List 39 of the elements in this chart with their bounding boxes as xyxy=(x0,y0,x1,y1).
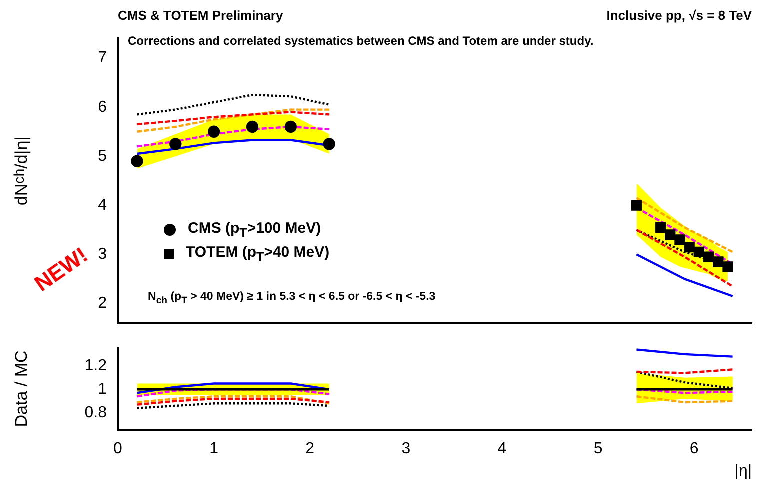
point xyxy=(170,138,182,150)
point xyxy=(665,230,676,240)
y-tick-label: 2 xyxy=(98,295,108,312)
point xyxy=(284,120,298,134)
x-tick-label: 4 xyxy=(498,440,507,458)
point xyxy=(631,200,642,211)
point xyxy=(703,252,714,262)
x-tick-label: 6 xyxy=(690,440,699,458)
y-tick-label: 1 xyxy=(98,381,108,398)
y-axis-title: Data / MC xyxy=(12,350,32,427)
point xyxy=(208,126,220,138)
point xyxy=(694,246,705,258)
x-tick-label: 5 xyxy=(594,440,603,458)
y-tick-label: 0.8 xyxy=(84,404,108,422)
point xyxy=(323,138,336,150)
point xyxy=(655,222,666,233)
chart-title: CMS & TOTEM Preliminary xyxy=(118,8,284,25)
chart-subtitle: Inclusive pp, √s = 8 TeV xyxy=(606,8,752,25)
legend-label: TOTEM (p$_{T}$>40 MeV) xyxy=(186,244,330,264)
y-tick-label: 1.2 xyxy=(84,358,108,375)
y-tick-label: 5 xyxy=(98,148,108,165)
x-tick-label: 1 xyxy=(210,440,219,458)
x-tick-label: 2 xyxy=(306,440,315,458)
point xyxy=(674,234,686,246)
annotation: N$_{ch}$ (p$_{T}$ > 40 MeV) ≥ 1 in 5.3 < η < 6.5 or -6.5 < η < -5.3 xyxy=(148,290,436,306)
x-tick-label: 0 xyxy=(114,440,123,458)
point xyxy=(684,242,695,253)
point xyxy=(713,256,724,268)
point xyxy=(131,155,144,168)
annotation: Corrections and correlated systematics between CMS and Totem are under study. xyxy=(128,34,594,48)
y-tick-label: 6 xyxy=(98,98,108,116)
y-tick-label: 7 xyxy=(98,50,108,67)
y-tick-label: 4 xyxy=(98,196,108,214)
legend-label: CMS (p$_{T}$>100 MeV) xyxy=(188,220,322,240)
x-axis-title: |η| xyxy=(734,462,752,480)
point xyxy=(722,262,734,272)
y-tick-label: 3 xyxy=(98,246,108,264)
point xyxy=(246,120,259,134)
x-tick-label: 3 xyxy=(402,440,411,458)
